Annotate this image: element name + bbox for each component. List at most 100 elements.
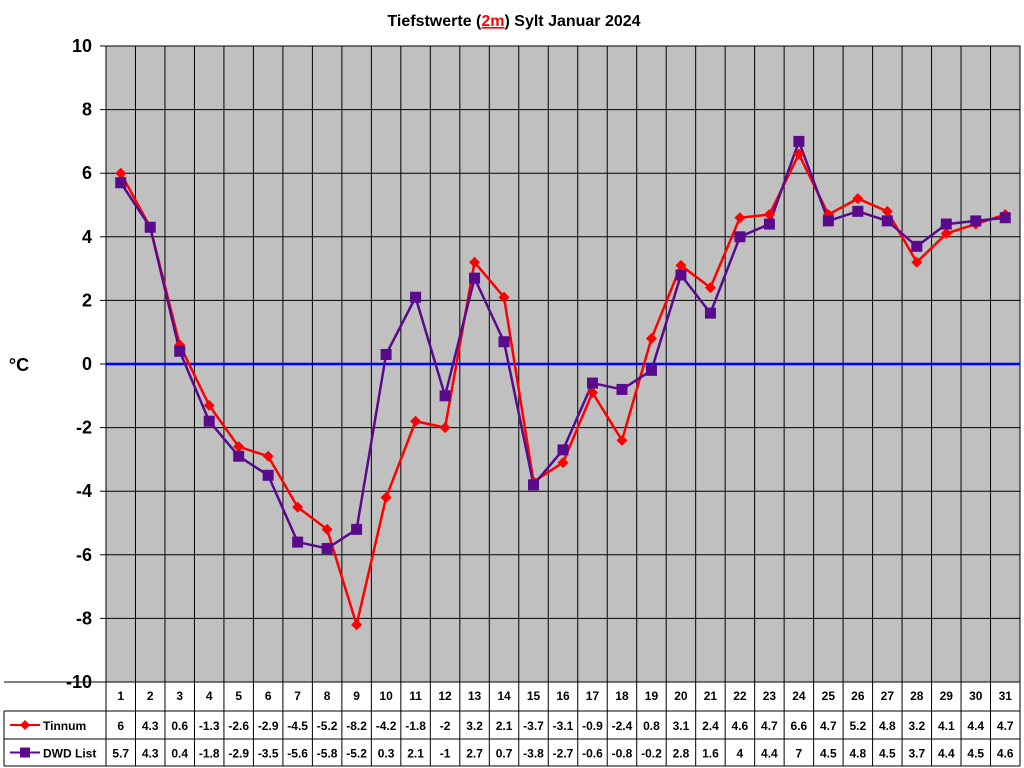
x-tick-label: 25 (822, 689, 836, 703)
data-point (469, 272, 481, 284)
data-point (439, 422, 451, 434)
data-label: 4.4 (967, 719, 984, 733)
data-label: -0.8 (612, 747, 633, 761)
y-tick-label: -6 (76, 545, 92, 565)
data-point (410, 291, 422, 303)
y-tick-label: 6 (82, 163, 92, 183)
chart-title-highlight: 2m (481, 13, 504, 30)
chart-title-suffix: ) Sylt Januar 2024 (505, 13, 641, 30)
data-label: -2.7 (553, 747, 574, 761)
data-label: 4.3 (142, 747, 159, 761)
data-label: 4.6 (997, 747, 1014, 761)
data-point (940, 228, 952, 240)
data-point (940, 218, 952, 230)
data-point (734, 231, 746, 243)
data-label: 3.2 (466, 719, 483, 733)
chart-title: Tiefstwerte (2m) Sylt Januar 2024 (387, 13, 640, 30)
data-label: -5.2 (346, 747, 367, 761)
data-label: 4.8 (849, 747, 866, 761)
data-point (999, 212, 1011, 224)
data-point (763, 218, 775, 230)
data-label: 4.6 (732, 719, 749, 733)
x-tick-label: 29 (940, 689, 954, 703)
data-label: 6.6 (791, 719, 808, 733)
x-tick-label: 13 (468, 689, 482, 703)
data-label: -2.9 (258, 719, 279, 733)
data-point (174, 345, 186, 357)
data-point (498, 291, 510, 303)
legend-label: DWD List (43, 747, 96, 761)
data-point (822, 215, 834, 227)
data-label: 4.7 (761, 719, 778, 733)
data-label: 3.2 (908, 719, 925, 733)
data-point (557, 457, 569, 469)
data-point (557, 444, 569, 456)
data-point (970, 215, 982, 227)
data-label: 4 (737, 747, 744, 761)
x-tick-label: 26 (851, 689, 865, 703)
x-tick-label: 4 (206, 689, 213, 703)
data-label: 4.5 (820, 747, 837, 761)
data-label: 4.3 (142, 719, 159, 733)
data-label: -0.2 (641, 747, 662, 761)
data-point (881, 215, 893, 227)
x-tick-label: 21 (704, 689, 718, 703)
x-tick-label: 14 (497, 689, 511, 703)
data-label: 4.5 (879, 747, 896, 761)
data-label: 5.7 (112, 747, 129, 761)
x-tick-label: 15 (527, 689, 541, 703)
data-point (144, 221, 156, 233)
x-tick-label: 20 (674, 689, 688, 703)
data-label: -3.5 (258, 747, 279, 761)
data-label: 2.1 (407, 747, 424, 761)
data-point (115, 177, 127, 189)
data-point (262, 450, 274, 462)
chart-title-prefix: Tiefstwerte ( (387, 13, 482, 30)
x-tick-label: 8 (324, 689, 331, 703)
data-label: -1.8 (199, 747, 220, 761)
data-point (852, 205, 864, 217)
y-tick-label: 0 (82, 354, 92, 374)
data-point (586, 387, 598, 399)
data-label: 7 (796, 747, 803, 761)
x-tick-label: 2 (147, 689, 154, 703)
data-point (793, 148, 805, 160)
x-tick-label: 11 (409, 689, 422, 703)
data-label: 4.7 (997, 719, 1014, 733)
data-label: -5.6 (287, 747, 308, 761)
x-tick-label: 31 (999, 689, 1013, 703)
data-label: 6 (117, 719, 124, 733)
x-tick-label: 5 (235, 689, 242, 703)
data-label: -4.2 (376, 719, 397, 733)
x-tick-label: 19 (645, 689, 659, 703)
x-tick-label: 28 (910, 689, 924, 703)
data-label: -1.3 (199, 719, 220, 733)
data-point (616, 434, 628, 446)
data-point (115, 167, 127, 179)
y-axis-label: °C (9, 355, 29, 375)
y-tick-label: -4 (76, 481, 92, 501)
data-point (351, 523, 363, 535)
data-point (763, 209, 775, 221)
data-point (439, 390, 451, 402)
data-label: -1 (440, 747, 451, 761)
y-tick-label: -2 (76, 418, 92, 438)
data-point (793, 135, 805, 147)
data-point (911, 256, 923, 268)
data-label: -3.8 (523, 747, 544, 761)
y-tick-label: 10 (72, 36, 92, 56)
data-point (410, 415, 422, 427)
data-point (233, 441, 245, 453)
y-tick-label: 8 (82, 100, 92, 120)
data-label: 0.7 (496, 747, 513, 761)
data-label: -2 (440, 719, 451, 733)
data-point (469, 256, 481, 268)
data-label: 2.4 (702, 719, 719, 733)
data-label: 4.7 (820, 719, 837, 733)
data-point (292, 536, 304, 548)
data-label: 4.8 (879, 719, 896, 733)
x-tick-label: 1 (117, 689, 124, 703)
legend-marker (20, 720, 30, 730)
data-point (852, 193, 864, 205)
x-tick-label: 10 (379, 689, 393, 703)
